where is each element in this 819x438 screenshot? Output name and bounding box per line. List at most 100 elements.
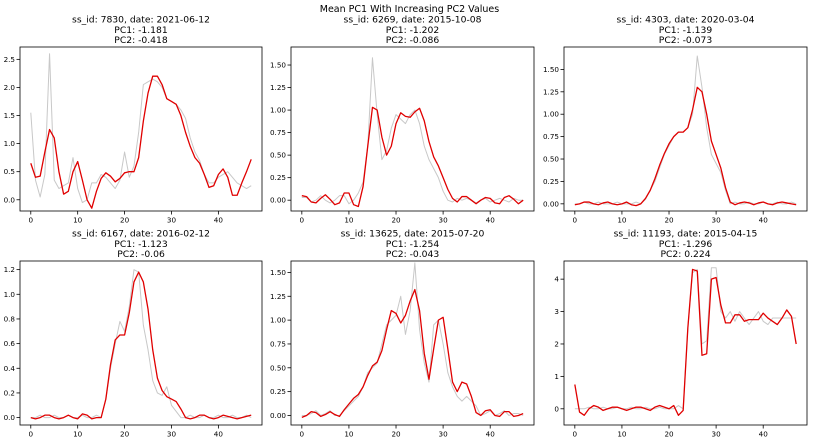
y-tick-label: 2 [554,339,559,348]
y-tick-label: 0 [554,404,559,413]
x-tick-label: 0 [300,216,305,225]
x-tick-label: 40 [486,430,496,438]
x-tick-label: 30 [439,430,449,438]
x-tick-label: 10 [73,216,83,225]
y-tick-label: 0.8 [4,314,16,323]
subplot-title-line: PC1: -1.254 [386,239,440,250]
subplot-title-line: PC2: -0.06 [117,249,165,260]
subplot-title-line: PC1: -1.123 [114,239,168,250]
axes-frame [563,260,808,426]
axes-frame [19,260,263,426]
x-tick-label: 10 [344,430,354,438]
y-tick-label: 3 [554,307,559,316]
y-tick-label: 0.50 [270,363,286,372]
smoothed-line [574,268,797,416]
observed-line [574,267,797,410]
subplot-title-line: PC2: -0.086 [386,35,440,46]
y-tick-label: 0.50 [270,151,286,160]
subplot-title-line: ss_id: 4303, date: 2020-03-04 [617,15,755,26]
x-tick-label: 30 [712,430,722,438]
subplot-title-line: PC2: 0.224 [660,249,710,260]
y-tick-label: 1.5 [4,111,15,120]
subplot-title-line: PC2: -0.073 [659,35,713,46]
observed-line [30,53,252,204]
axes-frame [290,260,535,426]
y-tick-label: 1.0 [4,139,16,148]
y-tick-label: 2.0 [4,83,16,92]
x-tick-label: 0 [300,430,305,438]
y-tick-label: 0.25 [270,387,286,396]
subplot-title-line: ss_id: 13625, date: 2015-07-20 [341,229,485,240]
y-tick-label: 0.00 [270,411,286,420]
y-tick-label: 0.50 [543,155,559,164]
x-tick-label: 40 [214,216,224,225]
smoothed-line [574,86,797,207]
y-tick-label: 2.5 [4,55,15,64]
y-tick-label: 1.00 [270,316,286,325]
x-tick-label: 10 [617,216,627,225]
x-tick-label: 20 [120,216,130,225]
x-tick-label: 30 [167,216,177,225]
y-tick-label: 1.25 [270,292,286,301]
x-tick-label: 20 [120,430,130,438]
axes-frame [290,46,535,212]
subplot-title-line: PC1: -1.139 [659,25,713,36]
subplot-title-line: PC1: -1.296 [659,239,713,250]
y-tick-label: 0.75 [270,339,286,348]
y-tick-label: 1.50 [543,65,559,74]
y-tick-label: 0.5 [4,167,15,176]
x-tick-label: 40 [759,430,769,438]
smoothed-line [301,288,524,418]
observed-line [301,57,524,205]
y-tick-label: 0.25 [543,177,559,186]
subplot-title-line: ss_id: 6167, date: 2016-02-12 [72,229,210,240]
y-tick-label: 0.0 [4,195,16,204]
y-tick-label: 0.2 [4,388,15,397]
y-tick-label: 0.00 [270,196,286,205]
figure-suptitle: Mean PC1 With Increasing PC2 Values [320,4,500,15]
y-tick-label: 0.75 [270,128,286,137]
x-tick-label: 0 [28,430,33,438]
observed-line [30,269,252,419]
y-tick-label: 1.0 [4,290,16,299]
subplot-title-line: PC1: -1.181 [114,25,167,36]
y-tick-label: 0.00 [543,199,559,208]
subplot-title-line: PC2: -0.043 [386,249,440,260]
y-tick-label: 1.25 [270,83,286,92]
y-tick-label: 1.50 [270,61,286,70]
x-tick-label: 10 [73,430,83,438]
y-tick-label: 1.50 [270,268,286,277]
x-tick-label: 40 [214,430,224,438]
axes-frame [19,46,263,212]
observed-line [301,262,524,416]
subplot-title-line: ss_id: 7830, date: 2021-06-12 [72,15,210,26]
y-tick-label: 1.00 [543,110,559,119]
smoothed-line [301,106,524,208]
y-tick-label: 0.6 [4,339,16,348]
y-tick-label: 0.4 [4,364,16,373]
x-tick-label: 30 [712,216,722,225]
y-tick-label: 1 [554,372,559,381]
subplot-title-line: ss_id: 11193, date: 2015-04-15 [614,229,758,240]
y-tick-label: 1.2 [4,265,15,274]
x-tick-label: 20 [391,216,401,225]
y-tick-label: 0.75 [543,132,559,141]
y-tick-label: 0.0 [4,413,16,422]
x-tick-label: 10 [617,430,627,438]
x-tick-label: 30 [167,430,177,438]
y-tick-label: 1.00 [270,106,286,115]
x-tick-label: 40 [759,216,769,225]
x-tick-label: 40 [486,216,496,225]
subplot-title-line: PC1: -1.202 [386,25,439,36]
y-tick-label: 1.25 [543,87,559,96]
axes-frame [563,46,808,212]
x-tick-label: 20 [664,430,674,438]
subplot-title-line: ss_id: 6269, date: 2015-10-08 [344,15,482,26]
